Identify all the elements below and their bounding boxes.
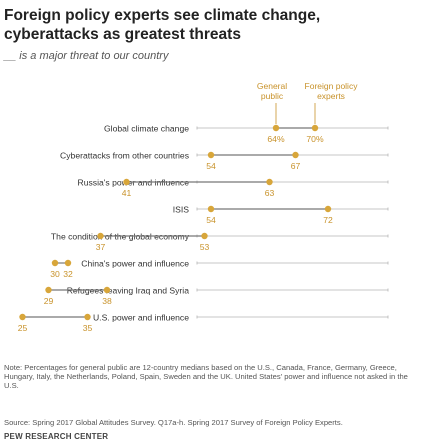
- chart-source: Source: Spring 2017 Global Attitudes Sur…: [4, 418, 343, 427]
- experts-value-label: 35: [83, 323, 93, 333]
- general-public-value-label: 30: [50, 269, 60, 279]
- experts-dot: [311, 124, 319, 132]
- general-public-dot: [207, 205, 215, 213]
- experts-dot: [266, 178, 273, 186]
- general-public-dot: [19, 313, 26, 321]
- general-public-dot: [207, 151, 215, 159]
- row-label: Global climate change: [104, 124, 189, 134]
- general-public-value-label: 54: [206, 215, 216, 225]
- experts-dot: [201, 232, 208, 240]
- experts-value-label: 70%: [306, 134, 324, 144]
- general-public-dot: [51, 259, 59, 267]
- chart-note: Note: Percentages for general public are…: [4, 363, 408, 391]
- row-label: ISIS: [173, 205, 190, 215]
- legend-experts: Foreign policy: [305, 81, 359, 91]
- chart-title: Foreign policy experts see climate chang…: [4, 7, 321, 43]
- chart-subtitle: __ is a major threat to our country: [4, 50, 169, 62]
- general-public-value-label: 29: [44, 296, 54, 306]
- general-public-value-label: 25: [18, 323, 28, 333]
- experts-dot: [292, 151, 299, 159]
- experts-dot: [324, 205, 332, 213]
- general-public-dot: [123, 178, 130, 186]
- general-public-value-label: 54: [206, 161, 216, 171]
- experts-value-label: 63: [265, 188, 275, 198]
- pew-logo-text: PEW RESEARCH CENTER: [4, 432, 109, 441]
- legend-general-public: General: [257, 81, 287, 91]
- experts-value-label: 38: [102, 296, 112, 306]
- row-label: Refugees leaving Iraq and Syria: [67, 286, 190, 296]
- general-public-dot: [97, 232, 104, 240]
- experts-value-label: 32: [63, 269, 73, 279]
- legend-general-public: public: [261, 91, 284, 101]
- general-public-value-label: 41: [122, 188, 132, 198]
- row-label: Cyberattacks from other countries: [60, 151, 189, 161]
- general-public-value-label: 64%: [267, 134, 285, 144]
- general-public-value-label: 37: [96, 242, 106, 252]
- row-label: U.S. power and influence: [93, 313, 189, 323]
- experts-dot: [103, 286, 111, 294]
- general-public-dot: [272, 124, 280, 132]
- experts-dot: [64, 259, 72, 267]
- row-label: China's power and influence: [81, 259, 189, 269]
- experts-value-label: 67: [291, 161, 301, 171]
- experts-value-label: 53: [200, 242, 210, 252]
- general-public-dot: [45, 286, 52, 294]
- experts-value-label: 72: [323, 215, 333, 225]
- legend-experts: experts: [317, 91, 345, 101]
- experts-dot: [84, 313, 91, 321]
